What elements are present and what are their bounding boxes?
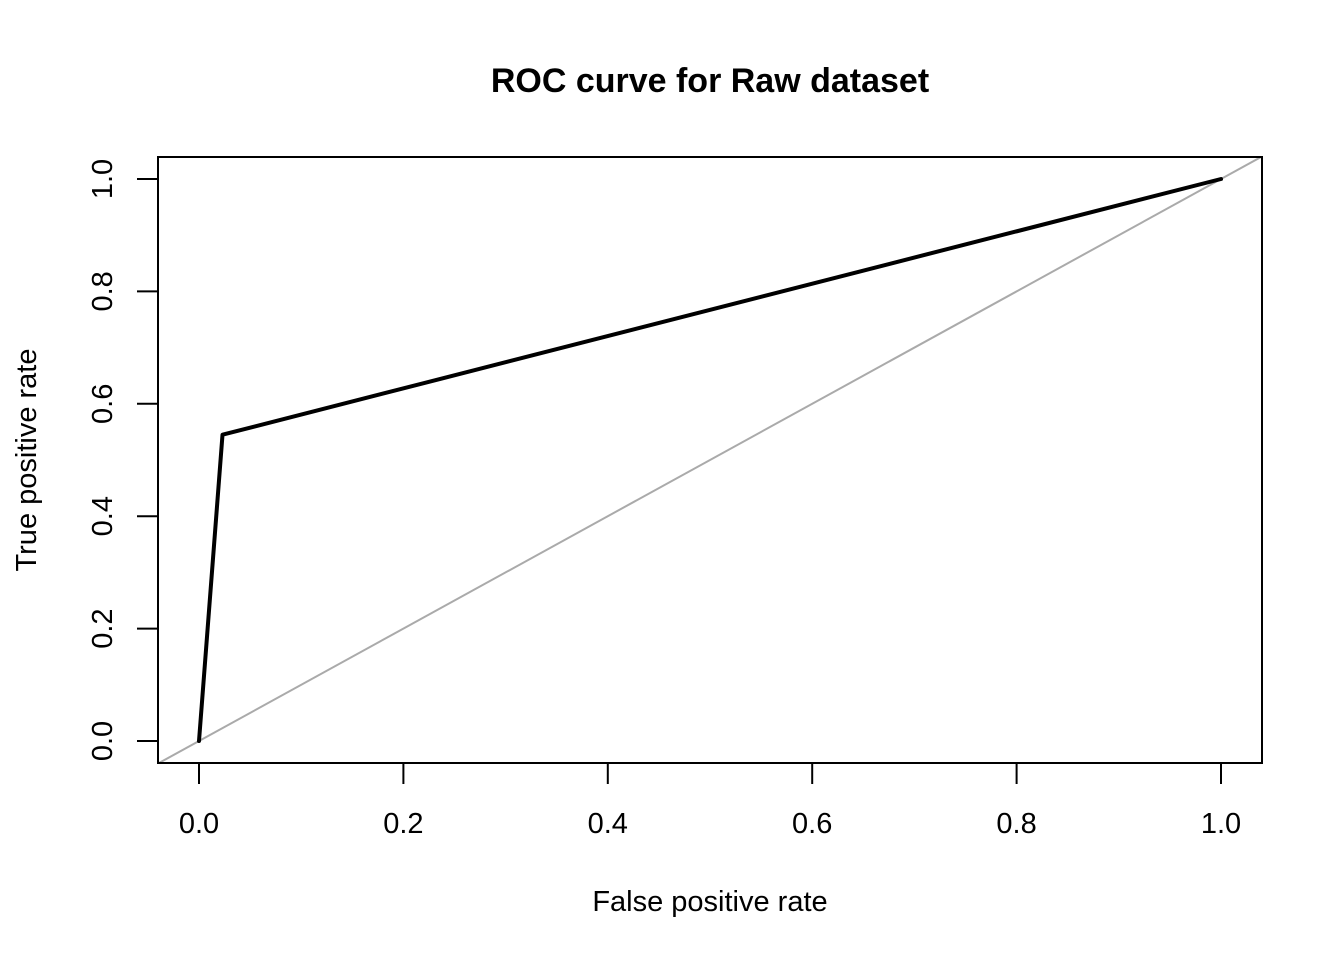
y-tick-label: 0.0 bbox=[87, 721, 119, 761]
y-tick-label: 0.8 bbox=[87, 271, 119, 311]
x-tick-label: 0.6 bbox=[792, 808, 832, 840]
x-tick-label: 0.4 bbox=[588, 808, 628, 840]
x-tick-label: 0.0 bbox=[179, 808, 219, 840]
y-axis: 0.0 0.2 0.4 0.6 0.8 1.0 bbox=[87, 159, 159, 761]
y-tick-label: 1.0 bbox=[87, 159, 119, 199]
roc-series-line bbox=[197, 177, 1223, 743]
x-axis-label: False positive rate bbox=[592, 886, 827, 918]
y-tick-label: 0.4 bbox=[87, 496, 119, 536]
x-tick-label: 1.0 bbox=[1201, 808, 1241, 840]
x-tick-label: 0.8 bbox=[996, 808, 1036, 840]
x-axis: 0.0 0.2 0.4 0.6 0.8 1.0 bbox=[179, 762, 1241, 840]
y-axis-label: True positive rate bbox=[11, 349, 43, 572]
y-tick-label: 0.2 bbox=[87, 608, 119, 648]
plot-area bbox=[157, 156, 1263, 764]
chart-title: ROC curve for Raw dataset bbox=[491, 62, 929, 100]
y-tick-label: 0.6 bbox=[87, 384, 119, 424]
x-tick-label: 0.2 bbox=[383, 808, 423, 840]
reference-diagonal-line bbox=[158, 157, 1262, 763]
